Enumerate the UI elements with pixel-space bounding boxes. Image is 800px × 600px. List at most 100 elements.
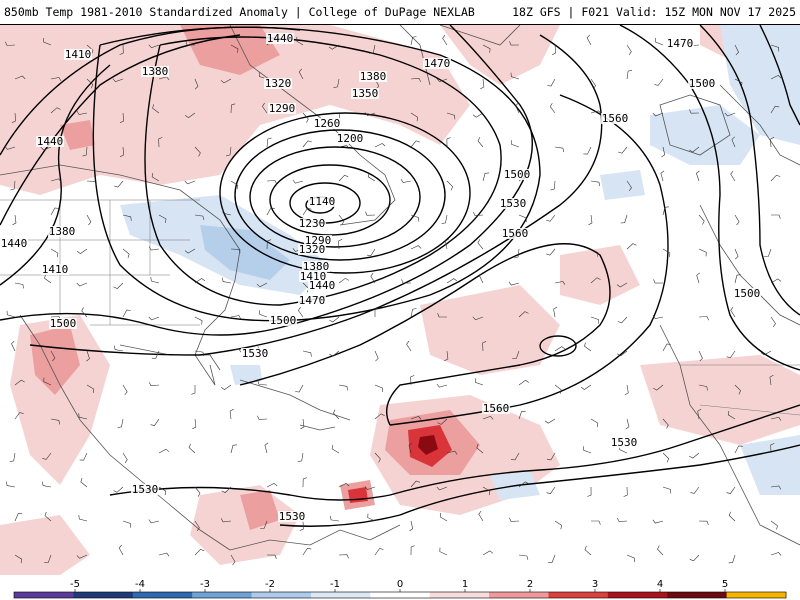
wind-barb	[626, 180, 632, 192]
wind-barb	[734, 214, 740, 226]
wind-barb	[409, 520, 414, 532]
wind-barb	[194, 520, 200, 532]
wind-barb	[298, 306, 304, 318]
wind-barb	[184, 112, 196, 118]
wind-barb	[439, 547, 448, 556]
map-header: 850mb Temp 1981-2010 Standardized Anomal…	[0, 0, 800, 25]
contour-label: 1380	[360, 70, 387, 83]
contour-label: 1500	[689, 77, 716, 90]
wind-barb	[554, 146, 565, 153]
wind-barb	[298, 68, 304, 80]
wind-barb	[439, 512, 448, 522]
wind-barb	[553, 306, 558, 318]
wind-barb	[548, 554, 556, 563]
wind-barb	[697, 408, 702, 420]
wind-barb	[436, 486, 448, 491]
wind-barb	[588, 214, 593, 226]
wind-barb	[184, 180, 196, 185]
wind-barb	[544, 418, 556, 424]
wind-barb	[86, 44, 94, 55]
wind-barb	[590, 180, 601, 187]
wind-barb	[329, 515, 340, 522]
wind-barb	[338, 482, 350, 488]
wind-barb	[518, 214, 527, 223]
wind-barb	[400, 179, 412, 183]
wind-barb	[734, 445, 743, 454]
wind-barb	[652, 315, 664, 320]
wind-barb	[194, 214, 205, 220]
wind-barb	[546, 248, 556, 256]
wind-barb	[760, 350, 772, 356]
wind-barb	[119, 44, 124, 55]
wind-barb	[518, 554, 529, 560]
contour-label-bg	[610, 437, 638, 448]
wind-barb	[508, 281, 520, 286]
wind-barb	[50, 178, 62, 183]
wind-barb	[510, 452, 520, 461]
wind-barb	[266, 554, 277, 560]
wind-barb	[50, 207, 59, 216]
wind-barb	[734, 384, 741, 395]
wind-barb	[726, 486, 736, 494]
wind-barb	[583, 446, 592, 454]
colorbar-segment	[489, 592, 549, 598]
wind-barb	[302, 547, 312, 556]
wind-barb	[770, 105, 780, 114]
contour-label: 1380	[49, 225, 76, 238]
colorbar-tick-label: -3	[200, 579, 210, 590]
wind-barb	[410, 308, 417, 318]
wind-barb	[698, 316, 709, 321]
wind-barb	[374, 413, 385, 420]
wind-barb	[114, 345, 124, 352]
wind-barb	[264, 442, 269, 454]
wind-barb	[727, 410, 736, 420]
wind-barb	[730, 306, 736, 318]
wind-barb	[14, 282, 24, 289]
colorbar-segment	[548, 592, 609, 598]
wind-barb	[446, 278, 458, 284]
wind-barb	[590, 418, 599, 428]
wind-barb	[148, 44, 160, 49]
contour-label-bg	[298, 244, 326, 255]
contour-label: 1200	[337, 132, 364, 145]
wind-barb	[158, 448, 170, 454]
contour-label-bg	[278, 511, 306, 522]
wind-barb	[148, 246, 160, 251]
wind-barb	[654, 78, 664, 86]
wind-barb	[509, 41, 520, 46]
wind-barb	[764, 248, 772, 257]
contour-label: 1290	[269, 102, 296, 115]
wind-barb	[257, 415, 268, 420]
wind-barb	[584, 545, 592, 556]
wind-barb	[590, 110, 602, 115]
wind-barb	[119, 112, 125, 123]
wind-barb	[229, 408, 234, 420]
wind-barb	[446, 180, 454, 191]
wind-barb	[122, 248, 130, 258]
colorbar-segment	[310, 592, 371, 598]
wind-barb	[698, 350, 703, 362]
contour-label-bg	[499, 198, 527, 209]
wind-barb	[482, 341, 487, 352]
colorbar-scale: -5 -4 -3 -2 -1 0 1 2 3 4 5	[13, 579, 787, 599]
colorbar-segment	[667, 592, 728, 598]
contour-label-bg	[36, 136, 64, 147]
wind-barb	[662, 206, 670, 216]
wind-barb	[689, 452, 700, 459]
contour-label-bg	[308, 196, 336, 207]
wind-barb	[113, 282, 124, 289]
wind-barb	[770, 520, 778, 530]
wind-barb	[771, 214, 781, 219]
contour-label: 1530	[242, 347, 269, 360]
wind-barb	[408, 442, 413, 454]
wind-barb	[11, 340, 16, 352]
wind-barb	[222, 209, 232, 216]
wind-barb	[626, 243, 637, 250]
wind-barb	[662, 248, 671, 257]
wind-barb	[554, 384, 562, 394]
wind-barb	[410, 214, 420, 222]
wind-barb	[50, 77, 62, 82]
wind-barb	[78, 413, 88, 420]
wind-barb	[518, 311, 529, 318]
contour-label-bg	[733, 288, 761, 299]
